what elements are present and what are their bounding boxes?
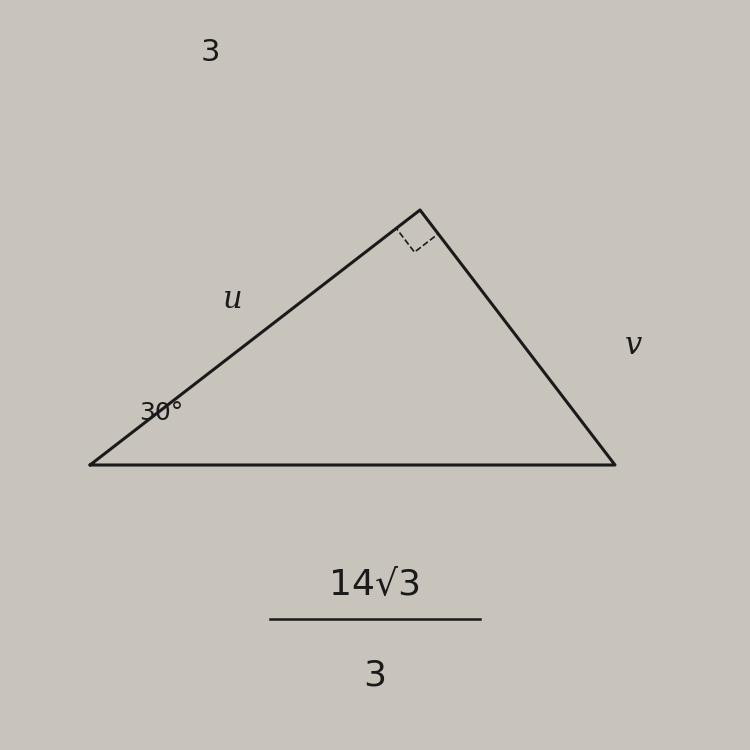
Text: u: u xyxy=(223,284,242,316)
Text: 3: 3 xyxy=(364,658,386,692)
Text: 3: 3 xyxy=(200,38,220,67)
Text: 14√3: 14√3 xyxy=(329,568,421,602)
Text: 30°: 30° xyxy=(140,400,183,424)
Text: v: v xyxy=(626,329,642,361)
